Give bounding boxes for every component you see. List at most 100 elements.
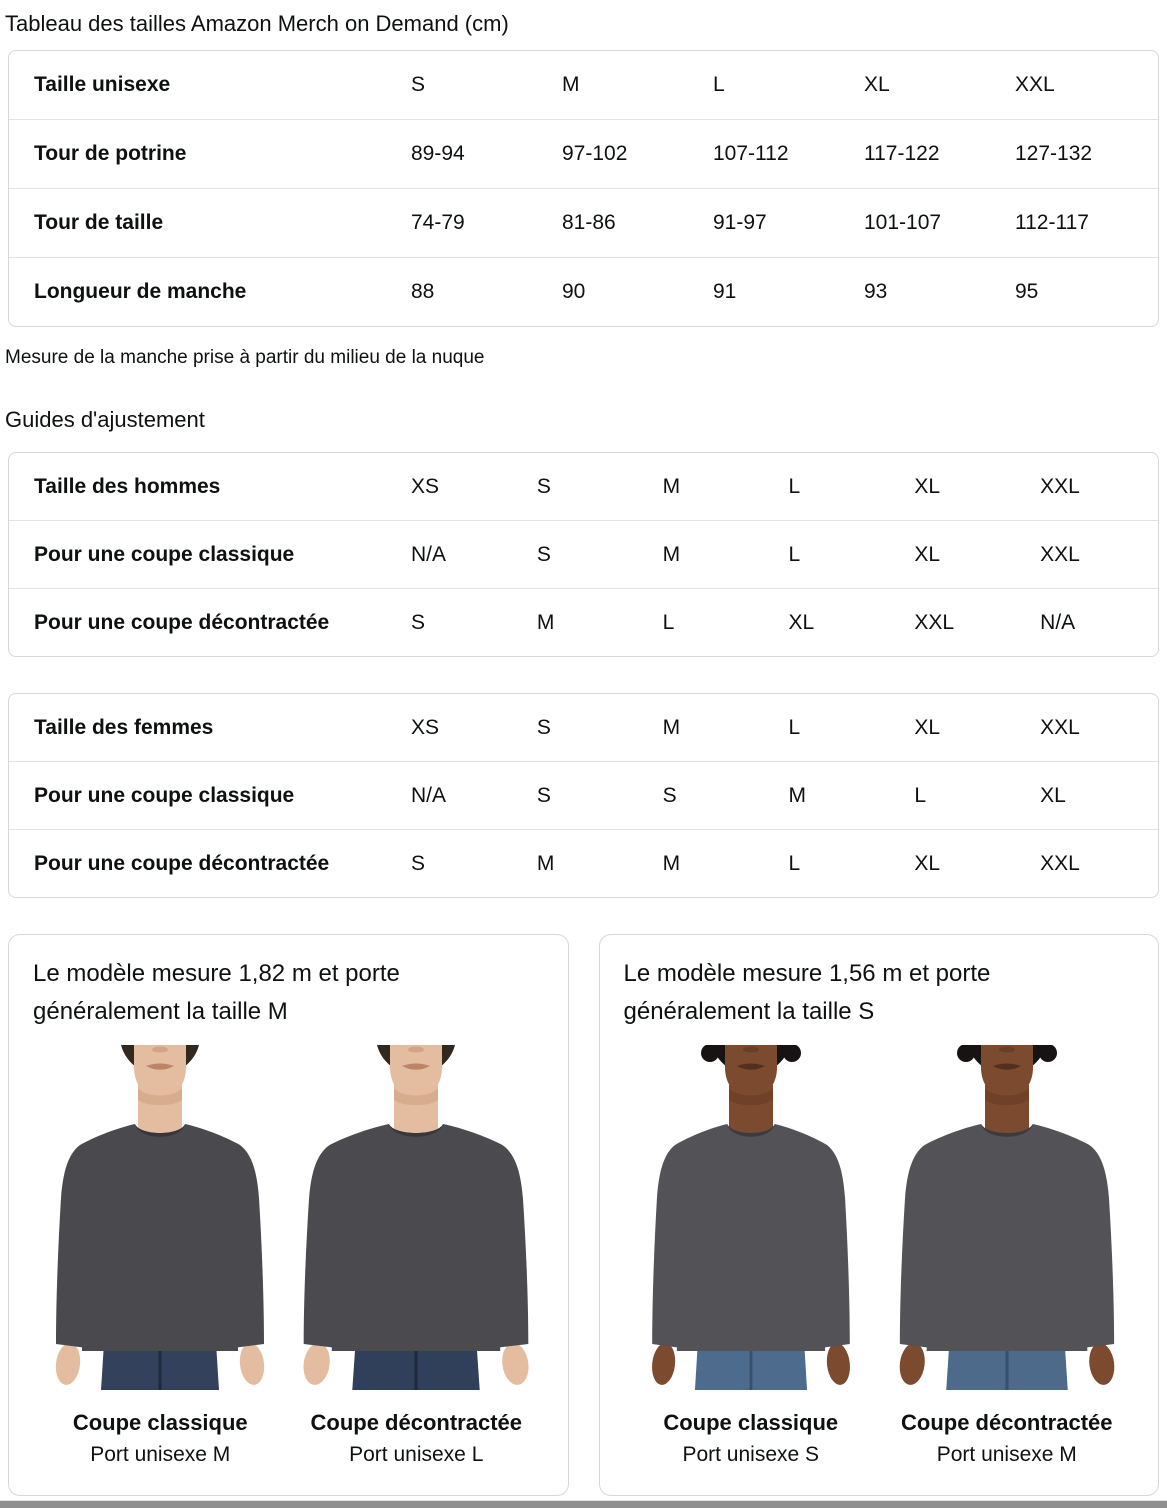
value-cell: XXL [1040, 851, 1080, 875]
value-cell: XL [914, 851, 941, 875]
fit-label: Coupe décontractée [901, 1410, 1113, 1435]
table-row: Taille des femmes XS S M L XL XXL [9, 694, 1158, 761]
table-row: Longueur de manche 88 90 91 93 95 [9, 257, 1158, 326]
value-cell: M [662, 542, 681, 566]
model-figure [56, 1045, 265, 1390]
value-cell: N/A [411, 542, 447, 566]
figure-labels-row: Coupe classique Port unisexe S Coupe déc… [624, 1408, 1135, 1472]
size-cell: S [411, 73, 426, 96]
value-cell: L [788, 851, 801, 875]
fit-guides-heading: Guides d'ajustement [5, 407, 205, 432]
size-cell: M [662, 715, 681, 739]
model-face [980, 1045, 1033, 1097]
value-cell: S [411, 610, 426, 634]
model-hand-right [240, 1343, 265, 1385]
value-cell: 91 [713, 280, 737, 303]
model-hand-left [899, 1343, 925, 1385]
table-row: Pour une coupe décontractée S M M L XL X… [9, 829, 1158, 897]
figure-labels-row: Coupe classique Port unisexe M Coupe déc… [33, 1408, 544, 1472]
page-title: Tableau des tailles Amazon Merch on Dema… [5, 11, 509, 36]
shirt-collar [389, 1124, 444, 1137]
value-cell: S [411, 851, 426, 875]
value-cell: XXL [914, 610, 955, 634]
value-cell: 74-79 [411, 211, 465, 234]
model-card-men: Le modèle mesure 1,82 m et porte général… [8, 934, 569, 1496]
model-neck [984, 1085, 1029, 1133]
shirt-collar [727, 1124, 775, 1137]
size-cell: XL [914, 715, 941, 739]
size-cell: S [536, 474, 551, 498]
size-cell: XS [411, 715, 440, 739]
row-label: Taille des femmes [34, 715, 214, 739]
sleeve-measure-note: Mesure de la manche prise à partir du mi… [5, 347, 485, 368]
size-cell: L [788, 474, 801, 498]
row-label: Pour une coupe décontractée [34, 851, 330, 875]
model-hand-left [651, 1343, 675, 1385]
model-photo-relaxed [882, 1045, 1132, 1390]
card-heading: Le modèle mesure 1,56 m et porte général… [623, 960, 991, 1025]
size-cell: M [562, 73, 580, 96]
fit-label: Coupe décontractée [310, 1410, 523, 1435]
row-label: Pour une coupe décontractée [34, 610, 330, 634]
value-cell: 91-97 [713, 211, 767, 234]
women-fit-table: Taille des femmes XS S M L XL XXL Pour u… [8, 693, 1159, 898]
model-lips [402, 1063, 431, 1070]
model-hand-right [1088, 1343, 1115, 1385]
model-hand-right [502, 1343, 529, 1385]
value-cell: 127-132 [1015, 142, 1093, 165]
model-figure [303, 1045, 529, 1390]
row-label: Tour de potrine [34, 142, 187, 165]
row-label: Longueur de manche [34, 280, 247, 303]
model-lips [736, 1063, 765, 1070]
fit-label: Coupe classique [72, 1410, 248, 1435]
size-cell: L [713, 73, 725, 96]
model-hair [377, 1045, 456, 1067]
wear-label: Port unisexe M [936, 1443, 1077, 1466]
model-hand-right [826, 1343, 850, 1385]
value-cell: M [788, 783, 807, 807]
model-figure [651, 1045, 850, 1390]
table-row: Pour une coupe classique N/A S M L XL XX… [9, 520, 1158, 588]
figures-row [624, 1045, 1135, 1390]
table-row: Tour de potrine 89-94 97-102 107-112 117… [9, 119, 1158, 188]
model-shirt [303, 1124, 529, 1351]
model-neck-shadow [984, 1088, 1029, 1106]
footer-strip [0, 1500, 1167, 1508]
model-nose-shadow [408, 1046, 425, 1053]
model-face [724, 1045, 777, 1097]
card-heading: Le modèle mesure 1,82 m et porte général… [33, 960, 400, 1025]
model-neck [138, 1085, 183, 1133]
size-cell: XL [914, 474, 941, 498]
value-cell: S [536, 783, 551, 807]
value-cell: 93 [864, 280, 888, 303]
size-table: Taille unisexe S M L XL XXL Tour de potr… [8, 50, 1159, 327]
value-cell: XXL [1040, 542, 1080, 566]
model-face [390, 1045, 443, 1097]
size-cell: XL [864, 73, 890, 96]
model-nose-shadow [998, 1046, 1015, 1053]
model-lips [992, 1063, 1021, 1070]
table-row: Taille des hommes XS S M L XL XXL [9, 453, 1158, 520]
row-label: Pour une coupe classique [34, 542, 295, 566]
model-figure [899, 1045, 1115, 1390]
size-cell: M [662, 474, 681, 498]
figure-label: Coupe décontractée Port unisexe L [291, 1408, 541, 1472]
value-cell: 112-117 [1015, 211, 1089, 234]
figure-label: Coupe décontractée Port unisexe M [882, 1408, 1132, 1472]
value-cell: 95 [1015, 280, 1039, 303]
size-cell: S [536, 715, 551, 739]
model-face [134, 1045, 187, 1097]
value-cell: L [788, 542, 801, 566]
model-cards: Le modèle mesure 1,82 m et porte général… [8, 934, 1159, 1496]
table-row: Pour une coupe décontractée S M L XL XXL… [9, 588, 1158, 656]
model-shirt [899, 1124, 1114, 1351]
model-photo-classic [35, 1045, 285, 1390]
table-row: Taille unisexe S M L XL XXL [9, 51, 1158, 119]
table-row: Tour de taille 74-79 81-86 91-97 101-107… [9, 188, 1158, 257]
value-cell: XL [1040, 783, 1066, 807]
model-hair [121, 1045, 200, 1067]
model-shirt [56, 1124, 265, 1351]
fit-label: Coupe classique [663, 1410, 839, 1435]
wear-label: Port unisexe S [682, 1443, 820, 1466]
row-label: Pour une coupe classique [34, 783, 295, 807]
